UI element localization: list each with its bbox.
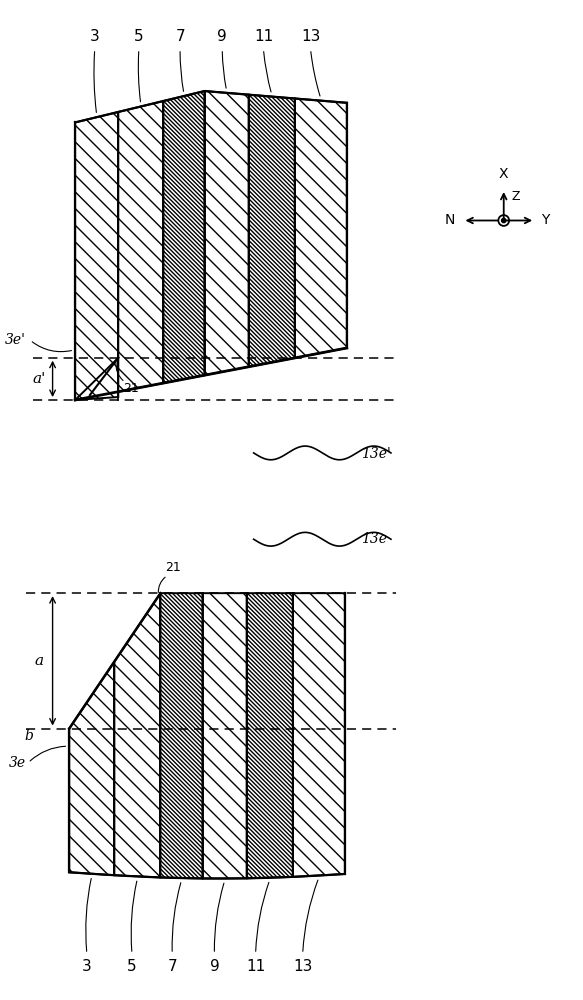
Text: a': a' <box>32 372 45 386</box>
Polygon shape <box>205 91 249 375</box>
Circle shape <box>501 218 506 223</box>
Text: 13e: 13e <box>361 532 388 546</box>
Polygon shape <box>247 593 293 878</box>
Text: 3e': 3e' <box>5 333 26 347</box>
Polygon shape <box>163 91 205 383</box>
Text: 13: 13 <box>301 29 320 44</box>
Text: 9: 9 <box>209 959 219 974</box>
Text: X: X <box>499 167 508 181</box>
Text: N: N <box>444 213 455 227</box>
Text: 3e: 3e <box>9 756 26 770</box>
Text: 3: 3 <box>90 29 100 44</box>
Text: 7: 7 <box>175 29 185 44</box>
Text: 13: 13 <box>293 959 312 974</box>
Polygon shape <box>160 593 203 878</box>
Polygon shape <box>114 593 160 877</box>
Text: a: a <box>34 654 43 668</box>
Polygon shape <box>203 593 247 878</box>
Polygon shape <box>69 662 114 875</box>
Text: 11: 11 <box>254 29 273 44</box>
Polygon shape <box>295 99 347 358</box>
Text: 5: 5 <box>127 959 137 974</box>
Polygon shape <box>75 112 118 400</box>
Text: 13e': 13e' <box>361 447 391 461</box>
Polygon shape <box>249 95 295 367</box>
Text: 21: 21 <box>123 382 139 395</box>
Text: Y: Y <box>541 213 549 227</box>
Text: 21: 21 <box>166 561 181 574</box>
Text: 11: 11 <box>246 959 265 974</box>
Polygon shape <box>293 593 345 877</box>
Polygon shape <box>118 101 163 392</box>
Text: 7: 7 <box>167 959 177 974</box>
Text: Z: Z <box>511 190 520 203</box>
Text: 3: 3 <box>82 959 92 974</box>
Text: b: b <box>24 729 33 743</box>
Text: 9: 9 <box>217 29 227 44</box>
Text: 5: 5 <box>134 29 143 44</box>
